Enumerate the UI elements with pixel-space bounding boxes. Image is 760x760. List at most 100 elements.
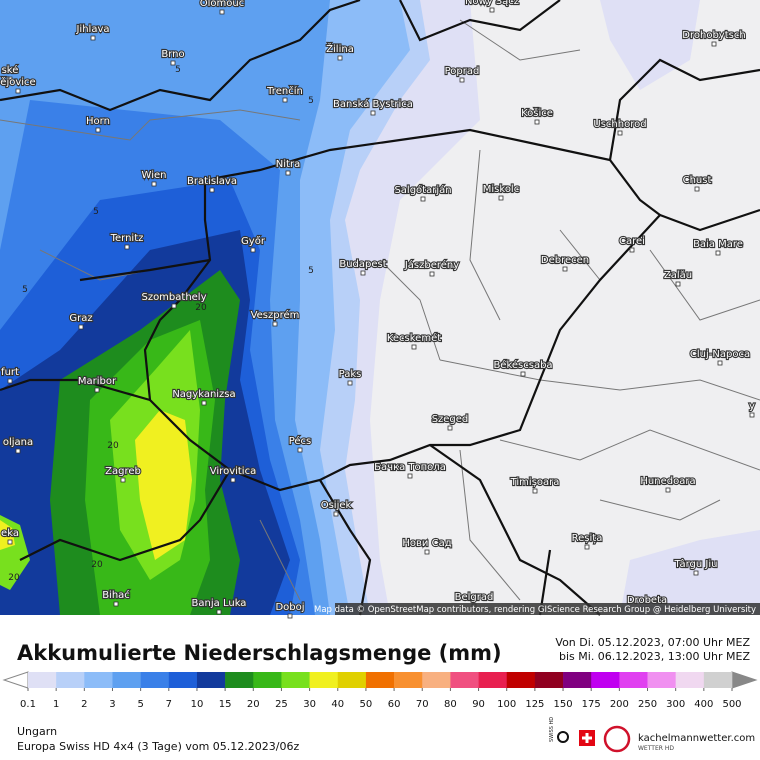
city-label: Нови Сад <box>402 538 451 549</box>
city-marker <box>562 266 568 272</box>
contour-label: 20 <box>107 441 119 451</box>
city-label: Cluj-Napoca <box>690 349 750 360</box>
legend-swatch <box>140 672 170 688</box>
legend-swatch <box>253 672 282 688</box>
legend-swatch <box>422 672 451 688</box>
city-marker <box>151 181 157 187</box>
legend-label: 300 <box>666 699 685 710</box>
city-label: Graz <box>69 313 92 324</box>
attribution-bg <box>335 603 760 615</box>
legend-label: 250 <box>638 699 657 710</box>
city-label: Nagykanizsa <box>172 389 235 400</box>
region-border <box>0 19 760 601</box>
city-label: Baia Mare <box>693 239 743 250</box>
legend-label: 20 <box>247 699 260 710</box>
legend-swatch <box>168 672 198 688</box>
legend-arrow-right <box>731 671 758 689</box>
city-label: ské <box>2 64 19 76</box>
legend-label: 150 <box>553 699 572 710</box>
city-marker <box>285 170 291 176</box>
city-marker <box>15 88 21 94</box>
city-marker <box>534 119 540 125</box>
legend-label: 90 <box>472 699 485 710</box>
city-label: Târgu Jiu <box>674 558 718 570</box>
contour-label: 5 <box>93 207 99 217</box>
city-marker <box>120 477 126 483</box>
legend-label: 3 <box>109 699 115 710</box>
city-marker <box>170 60 176 66</box>
contour-label: 5 <box>22 285 28 295</box>
city-label: furt <box>1 367 19 378</box>
city-marker <box>250 247 256 253</box>
city-label: Jászberény <box>404 259 459 271</box>
city-label: Győr <box>241 235 266 247</box>
city-label: Бачка Топола <box>374 462 446 473</box>
city-marker <box>675 281 681 287</box>
contour-label: 5 <box>175 65 181 75</box>
city-label: Uschhorod <box>593 119 646 130</box>
swiss-label: SWISS HD <box>549 717 555 742</box>
contour-label: 5 <box>308 266 314 276</box>
city-label: Bratislava <box>187 176 237 187</box>
city-marker <box>532 488 538 494</box>
city-marker <box>209 187 215 193</box>
city-marker <box>429 271 435 277</box>
city-label: Olomouc <box>200 0 244 9</box>
legend-label: 60 <box>388 699 401 710</box>
city-label: Bihać <box>102 589 130 601</box>
city-marker <box>489 7 495 13</box>
city-marker <box>447 425 453 431</box>
country-border <box>0 0 760 616</box>
legend-swatch <box>309 672 339 688</box>
city-marker <box>297 447 303 453</box>
city-marker <box>459 77 465 83</box>
contour-label: 20 <box>8 573 20 583</box>
legend-swatch <box>394 672 423 688</box>
legend-label: 0.1 <box>20 699 36 710</box>
legend-label: 7 <box>166 699 172 710</box>
city-label: Zagreb <box>105 466 141 477</box>
city-label: Jihlava <box>75 24 109 35</box>
city-label: Hunedoara <box>640 476 695 487</box>
city-marker <box>113 601 119 607</box>
legend-swatch <box>196 672 226 688</box>
city-marker <box>201 400 207 406</box>
city-marker <box>584 544 590 550</box>
attribution: Map data © OpenStreetMap contributors, r… <box>314 605 756 615</box>
city-label: Belgrad <box>455 592 494 603</box>
city-marker <box>333 511 339 517</box>
city-marker <box>272 321 278 327</box>
city-label: Virovitica <box>210 466 256 477</box>
city-marker <box>407 473 413 479</box>
legend-label: 100 <box>497 699 516 710</box>
legend-label: 10 <box>191 699 204 710</box>
city-label: Salgótarján <box>394 184 451 196</box>
city-marker <box>95 127 101 133</box>
legend-swatch <box>534 672 564 688</box>
legend-swatch <box>675 672 705 688</box>
legend-arrow-left <box>2 671 29 689</box>
logo-sub: WETTER HD <box>638 745 674 752</box>
city-marker <box>694 186 700 192</box>
city-marker <box>715 250 721 256</box>
city-label: Banja Luka <box>192 598 247 609</box>
city-label: Carei <box>619 236 645 247</box>
city-label: Drohobytsch <box>682 30 745 41</box>
city-label: Banská Bystrica <box>333 98 413 110</box>
contour-label: 20 <box>195 303 207 313</box>
city-marker <box>124 244 130 250</box>
city-marker <box>7 378 13 384</box>
city-marker <box>7 539 13 545</box>
city-marker <box>411 344 417 350</box>
logo-text: kachelmannwetter.com <box>638 733 755 744</box>
legend-label: 2 <box>81 699 87 710</box>
legend-swatch <box>478 672 508 688</box>
country-border <box>143 128 662 492</box>
legend-swatch <box>647 672 676 688</box>
legend-label: 50 <box>360 699 373 710</box>
logo-icon <box>557 731 569 743</box>
legend-swatch <box>591 672 620 688</box>
city-marker <box>617 130 623 136</box>
legend-label: 175 <box>582 699 601 710</box>
city-label: Timișoara <box>510 477 560 488</box>
